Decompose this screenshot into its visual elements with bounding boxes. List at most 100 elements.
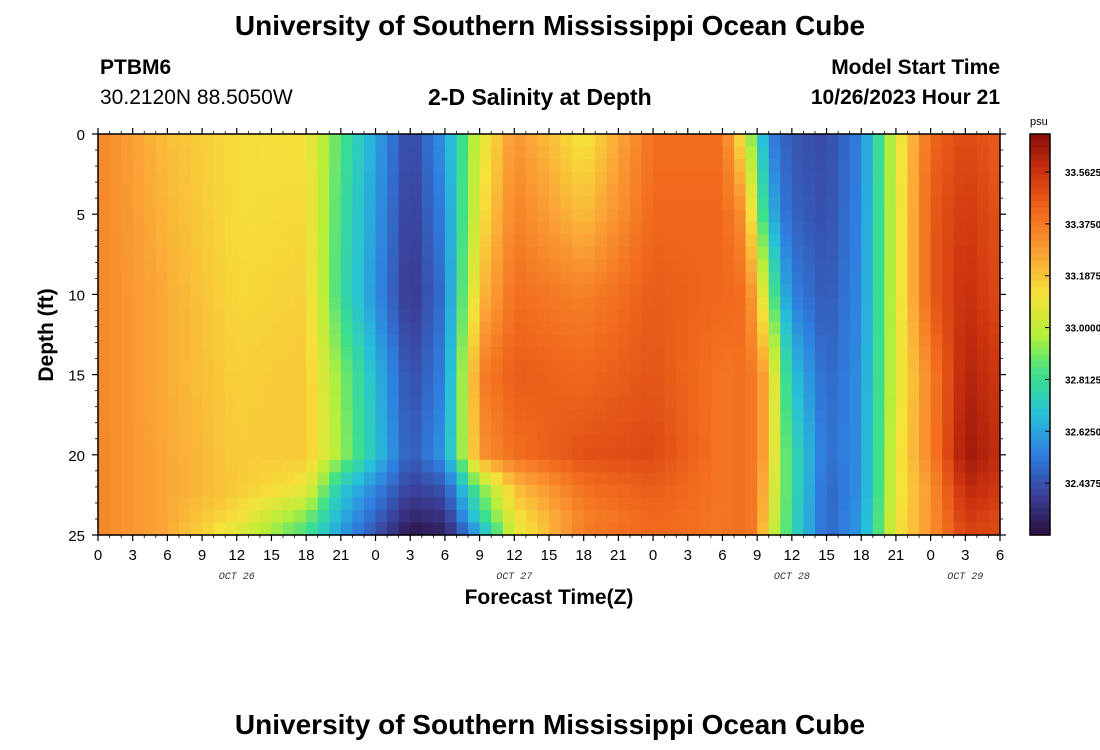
colorbar-tick-label: 33.0000 [1065, 324, 1100, 335]
heatmap-cell [317, 309, 330, 323]
heatmap-cell [803, 171, 816, 185]
heatmap-cell [456, 522, 469, 536]
heatmap-cell [884, 447, 897, 461]
heatmap-cell [433, 259, 446, 273]
heatmap-cell [953, 497, 966, 511]
heatmap-cell [861, 321, 874, 336]
heatmap-cell [560, 309, 573, 323]
heatmap-cell [583, 384, 596, 398]
heatmap-cell [618, 484, 631, 499]
heatmap-cell [826, 196, 839, 210]
heatmap-cell [375, 234, 388, 248]
heatmap-cell [109, 221, 122, 235]
heatmap-cell [352, 409, 365, 423]
heatmap-cell [942, 434, 955, 448]
heatmap-cell [780, 359, 793, 373]
x-tick-label: 3 [961, 547, 969, 564]
heatmap-cell [768, 171, 781, 185]
heatmap-cell [132, 372, 145, 386]
heatmap-cell [583, 159, 596, 173]
heatmap-cell [202, 397, 215, 411]
heatmap-cell [942, 196, 955, 210]
heatmap-cell [549, 221, 562, 235]
heatmap-cell [549, 397, 562, 411]
heatmap-cell [606, 234, 619, 248]
heatmap-cell [514, 209, 527, 223]
colorbar-swatch [1030, 140, 1050, 148]
heatmap-cell [664, 372, 677, 386]
heatmap-cell [653, 259, 666, 273]
heatmap-cell [387, 497, 400, 511]
heatmap-cell [144, 146, 157, 160]
heatmap-cell [838, 384, 851, 398]
heatmap-cell [144, 459, 157, 473]
heatmap-cell [421, 259, 434, 273]
heatmap-cell [202, 221, 215, 235]
colorbar-swatch [1030, 414, 1050, 422]
heatmap-cell [826, 522, 839, 536]
heatmap-cell [595, 384, 608, 398]
heatmap-cell [919, 146, 932, 160]
heatmap-cell [884, 422, 897, 436]
colorbar-swatch [1030, 481, 1050, 489]
heatmap-cell [121, 409, 134, 423]
heatmap-cell [410, 372, 423, 386]
heatmap-cell [525, 296, 539, 311]
heatmap-cell [132, 359, 145, 373]
heatmap-cell [907, 221, 920, 235]
heatmap-cell [502, 509, 515, 524]
heatmap-cell [803, 509, 816, 524]
heatmap-cell [479, 409, 492, 423]
heatmap-cell [618, 271, 631, 285]
heatmap-cell [572, 472, 585, 486]
heatmap-cell [479, 296, 492, 311]
heatmap-cell [352, 497, 365, 511]
heatmap-cell [456, 497, 469, 511]
heatmap-cell [664, 434, 677, 448]
heatmap-cell [942, 459, 955, 473]
heatmap-cell [734, 497, 747, 511]
heatmap-cell [421, 347, 434, 361]
heatmap-cell [178, 221, 192, 235]
heatmap-cell [98, 146, 111, 160]
heatmap-cell [387, 522, 400, 536]
heatmap-cell [132, 196, 145, 210]
heatmap-cell [410, 484, 423, 499]
heatmap-cell [514, 484, 527, 499]
heatmap-cell [722, 221, 735, 235]
heatmap-cell [722, 196, 735, 210]
heatmap-cell [479, 134, 492, 148]
heatmap-cell [375, 372, 388, 386]
heatmap-cell [664, 271, 677, 285]
heatmap-cell [606, 146, 619, 160]
heatmap-cell [271, 447, 284, 461]
heatmap-cell [271, 384, 284, 398]
heatmap-cell [872, 509, 885, 524]
heatmap-cell [780, 309, 793, 323]
heatmap-cell [826, 209, 839, 223]
heatmap-cell [826, 234, 839, 248]
heatmap-cell [259, 296, 273, 311]
heatmap-cell [225, 234, 238, 248]
heatmap-cell [144, 372, 157, 386]
heatmap-cell [248, 409, 261, 423]
station-coords: 30.2120N 88.5050W [100, 86, 293, 109]
heatmap-cell [213, 309, 226, 323]
heatmap-cell [468, 209, 481, 223]
heatmap-cell [410, 284, 423, 298]
heatmap-cell [271, 321, 284, 336]
heatmap-cell [664, 159, 677, 173]
heatmap-cell [849, 409, 862, 423]
heatmap-cell [560, 271, 573, 285]
heatmap-cell [942, 522, 955, 536]
heatmap-cell [468, 434, 481, 448]
heatmap-cell [641, 347, 654, 361]
heatmap-cell [791, 497, 805, 511]
colorbar-swatch [1030, 521, 1050, 529]
heatmap-cell [583, 484, 596, 499]
heatmap-cell [155, 221, 168, 235]
heatmap-cell [814, 459, 828, 473]
heatmap-cell [583, 246, 596, 260]
heatmap-cell [595, 209, 608, 223]
heatmap-cell [884, 309, 897, 323]
